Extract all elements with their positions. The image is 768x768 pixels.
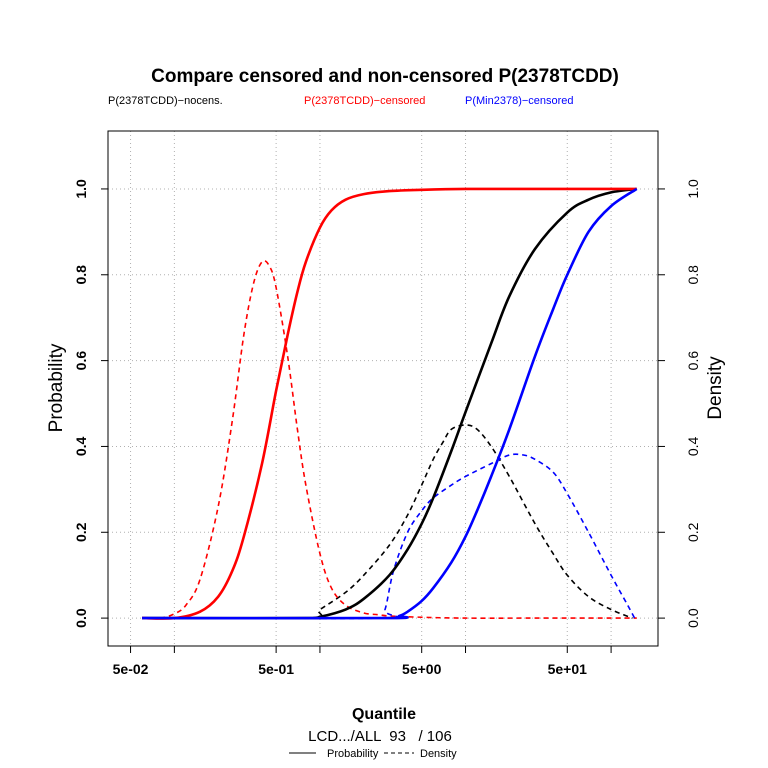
density-line-5 xyxy=(142,453,636,620)
y-tick-label: 0.2 xyxy=(73,522,89,542)
plot-frame xyxy=(107,130,659,647)
bottom-legend-density: Density xyxy=(420,748,457,760)
chart-title: Compare censored and non-censored P(2378… xyxy=(151,66,619,87)
x-tick-label: 5e+01 xyxy=(548,661,588,677)
y2-tick-label: 0.6 xyxy=(685,351,701,371)
y-tick-label: 0.6 xyxy=(73,351,89,371)
y2-tick-label: 1.0 xyxy=(685,179,701,199)
top-legend-censored: P(2378TCDD)−censored xyxy=(304,95,425,107)
y-axis-label: Probability xyxy=(46,343,67,432)
bottom-legend-probability: Probability xyxy=(327,748,379,760)
density-line-3 xyxy=(142,424,633,620)
y2-tick-label: 0.2 xyxy=(685,522,701,542)
x-tick-label: 5e-01 xyxy=(258,661,294,677)
y2-tick-label: 0.0 xyxy=(685,608,701,628)
probability-line-1 xyxy=(142,187,637,620)
y-tick-label: 1.0 xyxy=(73,179,89,199)
footer-text: LCD.../ALL 93 / 106 xyxy=(308,728,452,745)
x-tick-label: 5e+00 xyxy=(402,661,442,677)
top-legend-nocens: P(2378TCDD)−nocens. xyxy=(108,95,223,107)
axes: 5e-02 5e-01 5e+00 5e+01 0.0 0.2 0.4 0.6 0.8 1.0 0.… xyxy=(73,179,701,677)
x-tick-label: 5e-02 xyxy=(113,661,149,677)
y2-axis-label: Density xyxy=(705,356,726,420)
density-line-4 xyxy=(142,259,637,620)
y-tick-label: 0.4 xyxy=(73,436,89,456)
grid xyxy=(108,131,658,646)
series-lines xyxy=(142,187,638,620)
y-tick-label: 0.0 xyxy=(73,608,89,628)
top-legend-min-censored: P(Min2378)−censored xyxy=(465,95,574,107)
y-tick-label: 0.8 xyxy=(73,265,89,285)
x-axis-label: Quantile xyxy=(352,706,416,723)
probability-line-0 xyxy=(142,187,637,620)
y2-tick-label: 0.8 xyxy=(685,265,701,285)
probability-line-2 xyxy=(142,187,638,620)
y2-tick-label: 0.4 xyxy=(685,436,701,456)
